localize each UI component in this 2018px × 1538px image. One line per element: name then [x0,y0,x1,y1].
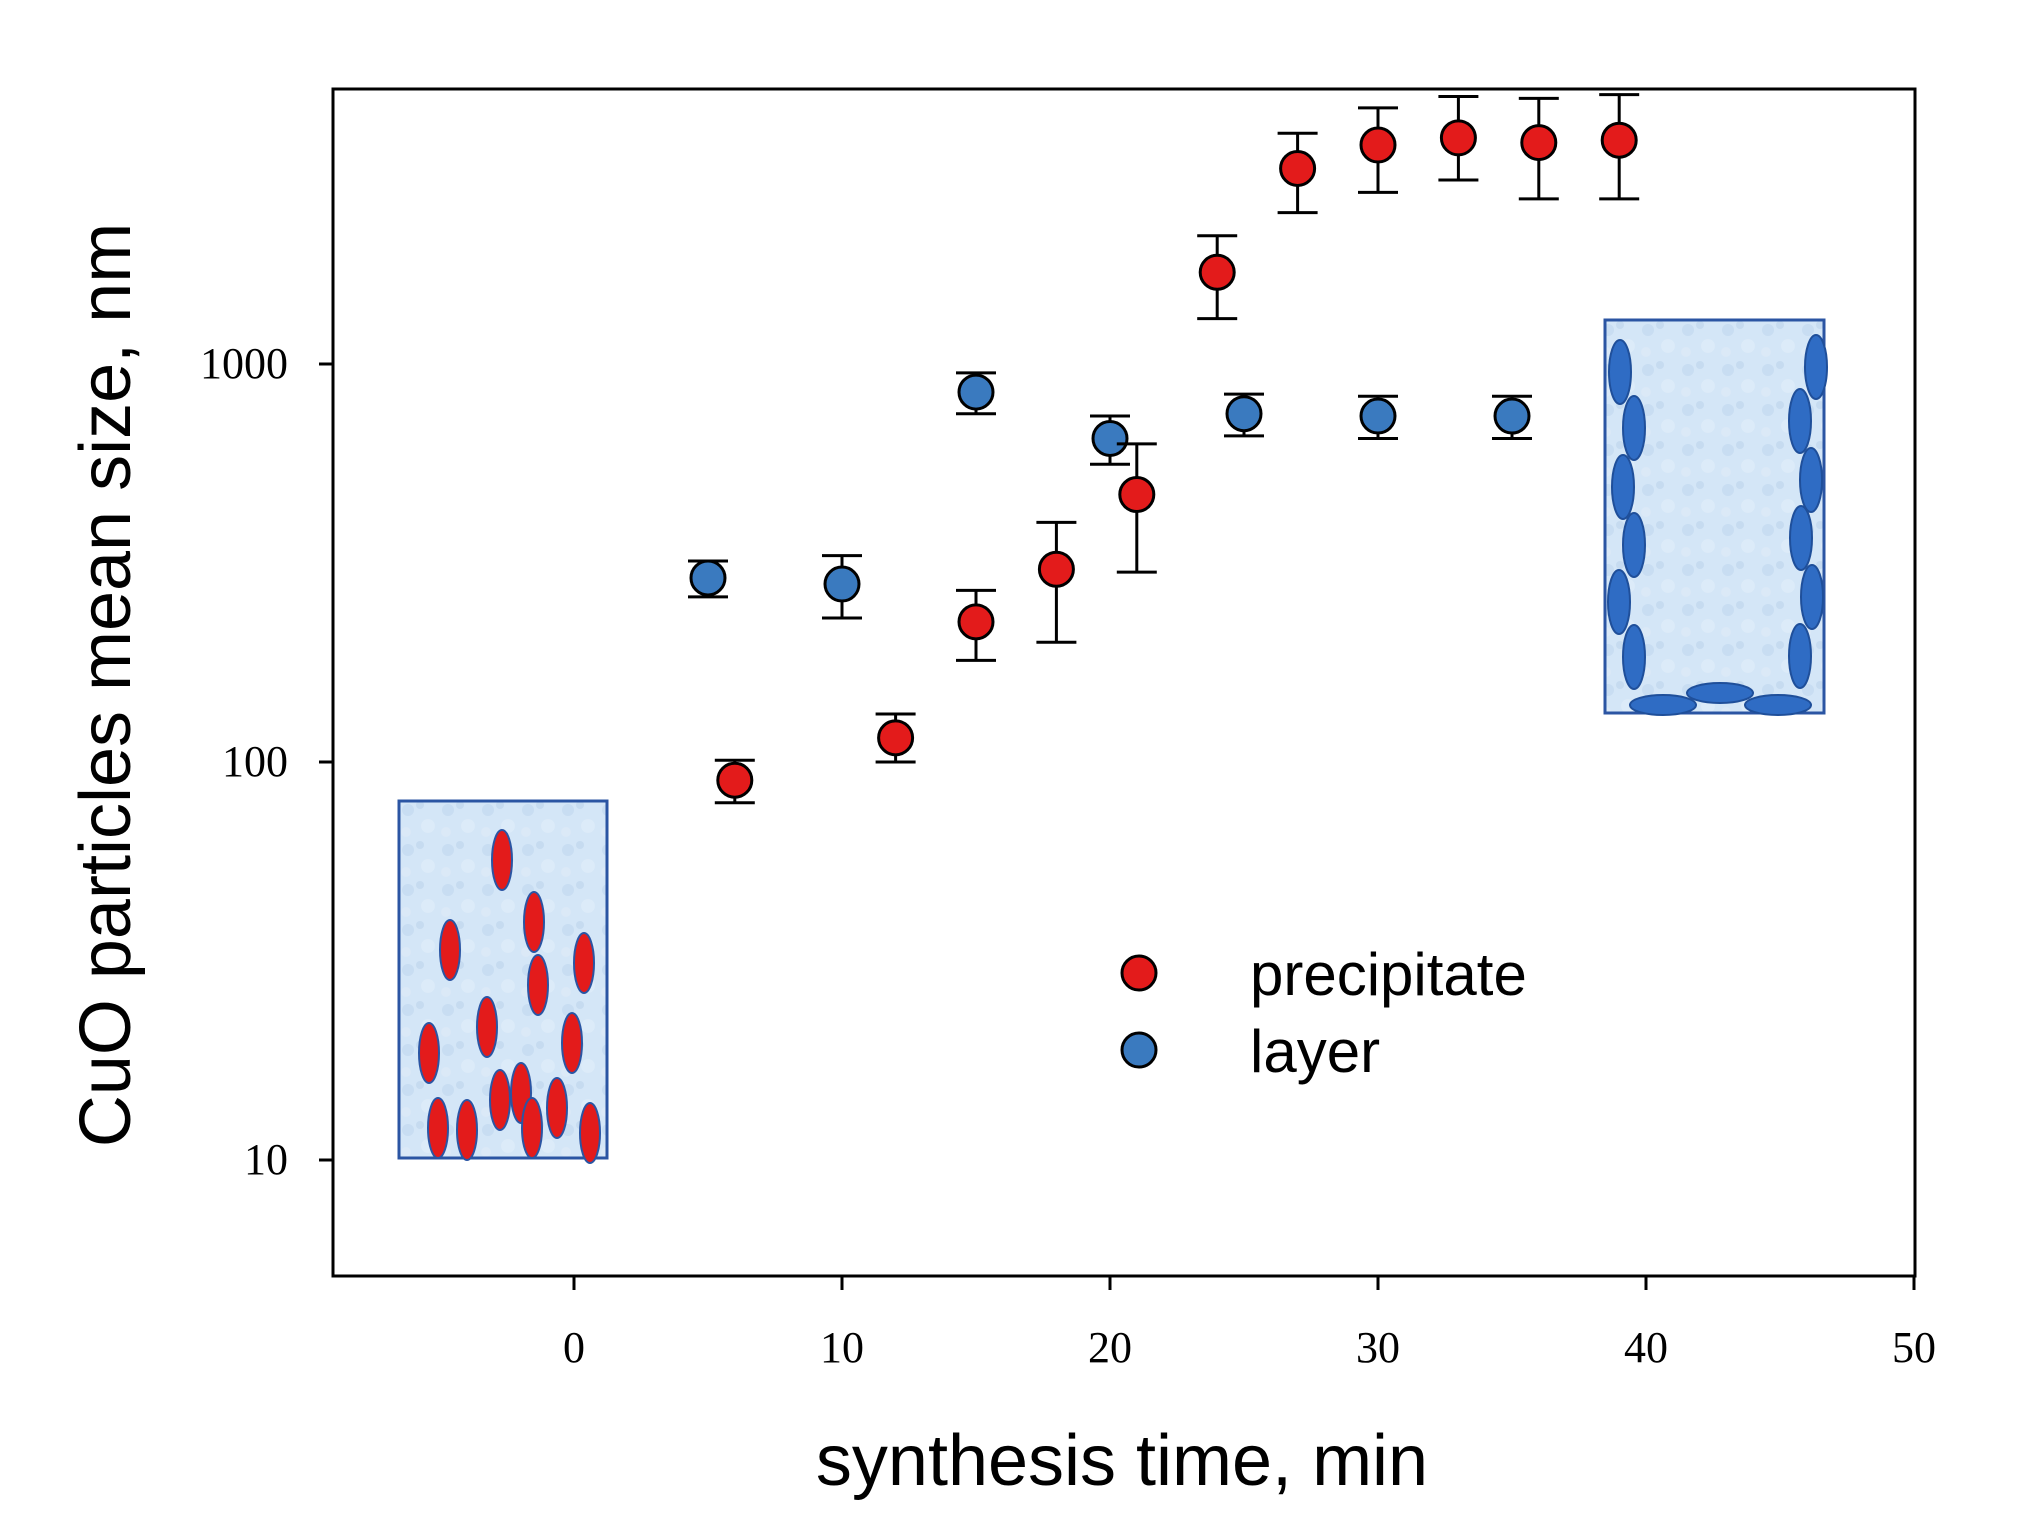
layer-bottom-particle-0 [1629,694,1697,716]
layer-wall-particle-9 [1789,505,1813,571]
precipitate-particle-0 [491,829,513,891]
precipitate-vial-inset [397,799,609,1164]
x-axis-title: synthesis time, min [816,1421,1428,1501]
layer-point-6 [1493,397,1531,435]
layer-wall-particle-6 [1804,334,1828,400]
layer-wall-particle-0 [1608,339,1632,405]
layer-wall-particle-8 [1799,447,1823,513]
precipitate-point-5 [1198,253,1236,291]
x-tick-label-20: 20 [1088,1323,1132,1372]
layer-wall-particle-1 [1622,395,1646,461]
layer-wall-particle-5 [1622,624,1646,690]
y-axis: 10 100 1000 [200,339,333,1184]
layer-particles [1607,334,1828,716]
precipitate-point-1 [877,719,915,757]
precipitate-particle-3 [573,932,595,994]
precipitate-particle-13 [521,1097,543,1159]
layer-bottom-particle-2 [1744,694,1812,716]
legend-marker-layer [1120,1031,1158,1069]
y-tick-label-100: 100 [222,737,288,786]
precipitate-point-3 [1037,550,1075,588]
legend-label-precipitate: precipitate [1250,941,1527,1008]
layer-vial-inset [1603,318,1828,716]
y-tick-label-1000: 1000 [200,339,288,388]
series-precipitate-points [714,93,1640,805]
precipitate-particle-12 [456,1099,478,1161]
legend-label-layer: layer [1250,1018,1380,1085]
legend: precipitate layer [1120,941,1527,1085]
legend-marker-precipitate [1120,954,1158,992]
precipitate-particle-2 [439,919,461,981]
precipitate-particles [418,829,601,1164]
y-tick-label-10: 10 [244,1135,288,1184]
layer-point-4 [1225,395,1263,433]
layer-point-3 [1091,419,1129,457]
series-layer-points [688,371,1532,620]
y-axis-title: CuO particles mean size, nm [66,223,146,1147]
layer-wall-particle-3 [1622,512,1646,578]
plot-frame [331,87,1917,1278]
precipitate-particle-14 [579,1102,601,1164]
precipitate-particle-10 [546,1077,568,1139]
precipitate-particle-4 [527,954,549,1016]
precipitate-point-8 [1439,119,1477,157]
layer-wall-particle-2 [1611,454,1635,520]
x-tick-label-50: 50 [1892,1323,1936,1372]
precipitate-particle-6 [561,1012,583,1074]
precipitate-particle-5 [476,996,498,1058]
x-axis: 0 10 20 30 40 50 [563,1276,1936,1372]
precipitate-point-0 [716,761,754,799]
precipitate-point-2 [957,603,995,641]
x-tick-label-0: 0 [563,1323,585,1372]
precipitate-point-4 [1118,476,1156,514]
layer-wall-particle-4 [1607,569,1631,635]
precipitate-point-9 [1520,124,1558,162]
precipitate-particle-8 [489,1069,511,1131]
precipitate-point-6 [1279,149,1317,187]
precipitate-particle-11 [427,1097,449,1159]
precipitate-particle-7 [418,1022,440,1084]
layer-point-1 [823,565,861,603]
layer-point-0 [689,559,727,597]
x-tick-label-10: 10 [820,1323,864,1372]
x-tick-label-40: 40 [1624,1323,1668,1372]
layer-wall-particle-10 [1800,564,1824,630]
layer-bottom-particle-1 [1686,682,1754,704]
layer-wall-particle-7 [1788,388,1812,454]
precipitate-point-10 [1600,121,1638,159]
layer-point-2 [957,373,995,411]
precipitate-particle-1 [523,891,545,953]
precipitate-point-7 [1359,126,1397,164]
layer-wall-particle-11 [1788,623,1812,689]
x-tick-label-30: 30 [1356,1323,1400,1372]
layer-point-5 [1359,397,1397,435]
